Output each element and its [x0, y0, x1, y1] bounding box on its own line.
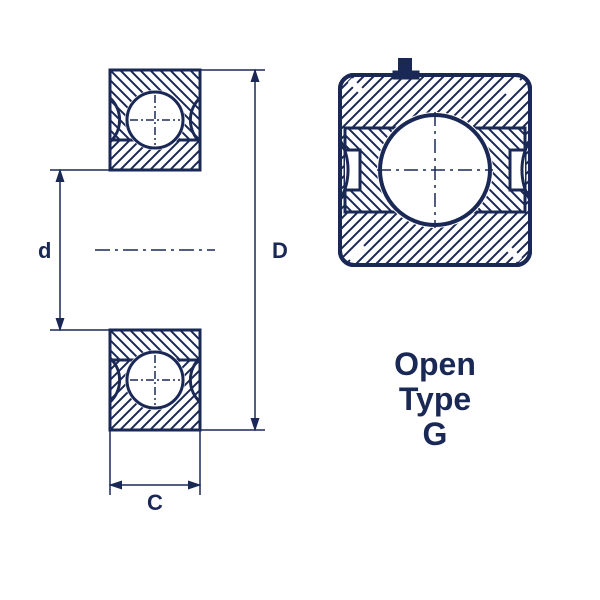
dimension-C: C	[110, 430, 200, 515]
dim-C-label: C	[147, 490, 163, 515]
dim-D-label: D	[272, 238, 288, 263]
left-cross-section	[95, 70, 215, 430]
upper-race	[110, 70, 200, 170]
lower-race	[110, 330, 200, 430]
title-line-2: Type	[399, 381, 471, 417]
title-block: Open Type G	[394, 346, 476, 452]
right-section-view	[340, 58, 530, 265]
title-line-3: G	[423, 416, 448, 452]
dim-d-label: d	[38, 238, 51, 263]
title-line-1: Open	[394, 346, 476, 382]
bearing-diagram: D d C	[0, 0, 600, 600]
